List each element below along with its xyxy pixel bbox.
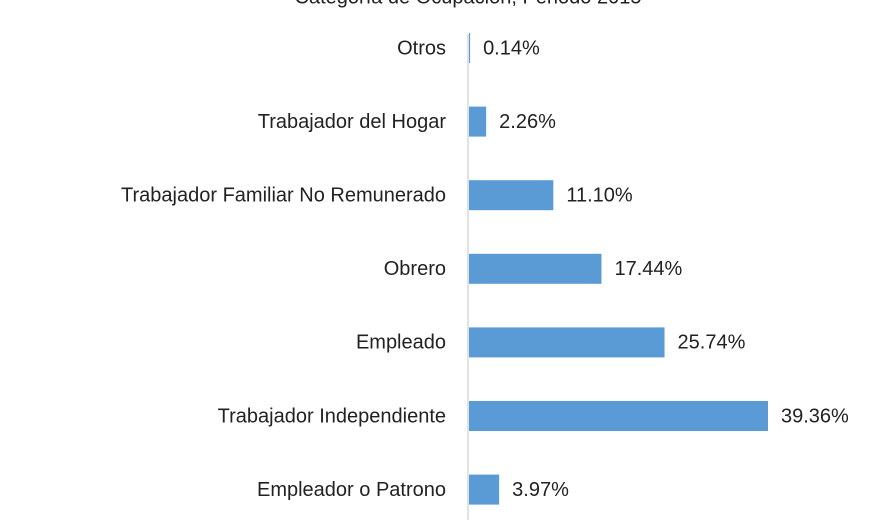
category-label: Empleador o Patrono [257,479,446,501]
bar [469,401,768,431]
category-label: Otros [397,37,446,59]
value-label: 25.74% [678,332,746,354]
bar [469,106,487,137]
value-label: 39.36% [781,405,849,427]
chart-title: Categoría de Ocupación, Periodo 2015 [295,0,642,8]
bar [469,180,554,211]
bar [469,474,500,505]
category-label: Trabajador del Hogar [258,111,447,133]
value-label: 3.97% [512,479,569,501]
value-label: 0.14% [483,37,540,59]
bar [469,327,665,358]
category-label: Trabajador Familiar No Remunerado [121,184,446,206]
category-label: Empleado [356,332,446,354]
value-label: 11.10% [566,184,633,206]
value-label: 2.26% [499,111,556,133]
category-label: Trabajador Independiente [218,405,446,427]
bar [469,33,471,63]
value-label: 17.44% [614,258,682,280]
category-label: Obrero [384,258,446,280]
bar [469,253,602,284]
